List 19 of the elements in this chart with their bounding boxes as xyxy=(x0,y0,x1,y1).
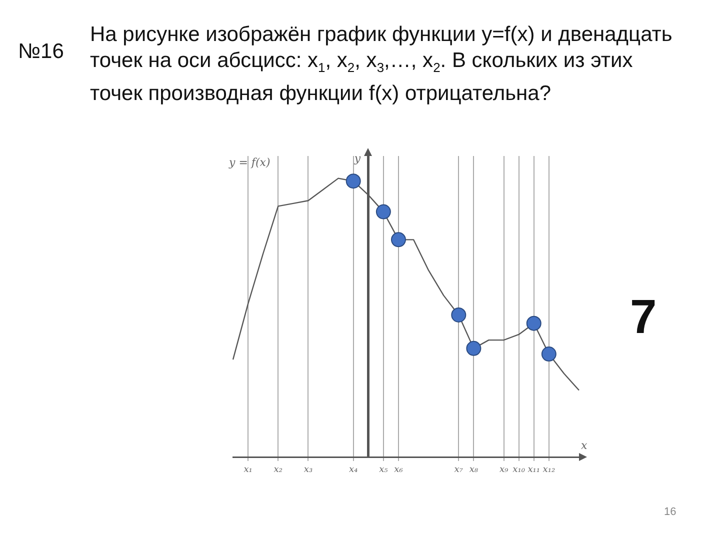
x-tick-label: x₆ xyxy=(394,464,404,475)
x-tick-label: x₅ xyxy=(379,464,388,475)
x-tick-label: x₈ xyxy=(469,464,478,475)
x-tick-label: x₁₂ xyxy=(542,464,556,475)
text: №16 xyxy=(18,40,64,64)
x-tick-label: x₉ xyxy=(499,464,509,475)
x-tick-label: x₁₁ xyxy=(528,464,540,475)
text: 7 xyxy=(630,290,657,345)
x-tick-label: x₁₀ xyxy=(512,464,526,475)
chart-title: На рисунке изображён график функции y=f(x) и двенадцать точек на оси абсцисс: x$_{1}$, x$_{2}$, x$_{3}$,…, x$_{2}$. В скольких из этих точек производная функции f(x) отрицательна? xyxy=(90,23,672,106)
x-axis-title: x xyxy=(581,439,588,452)
x-tick-label: x₇ xyxy=(454,464,464,475)
x-tick-label: x₁ xyxy=(244,464,252,475)
text: y = f(x) xyxy=(228,156,270,169)
text: 16 xyxy=(664,506,676,518)
x-tick-label: x₃ xyxy=(304,464,313,475)
y-axis-title: y xyxy=(353,152,362,165)
x-tick-label: x₂ xyxy=(274,464,283,475)
x-tick-label: x₄ xyxy=(349,464,358,475)
